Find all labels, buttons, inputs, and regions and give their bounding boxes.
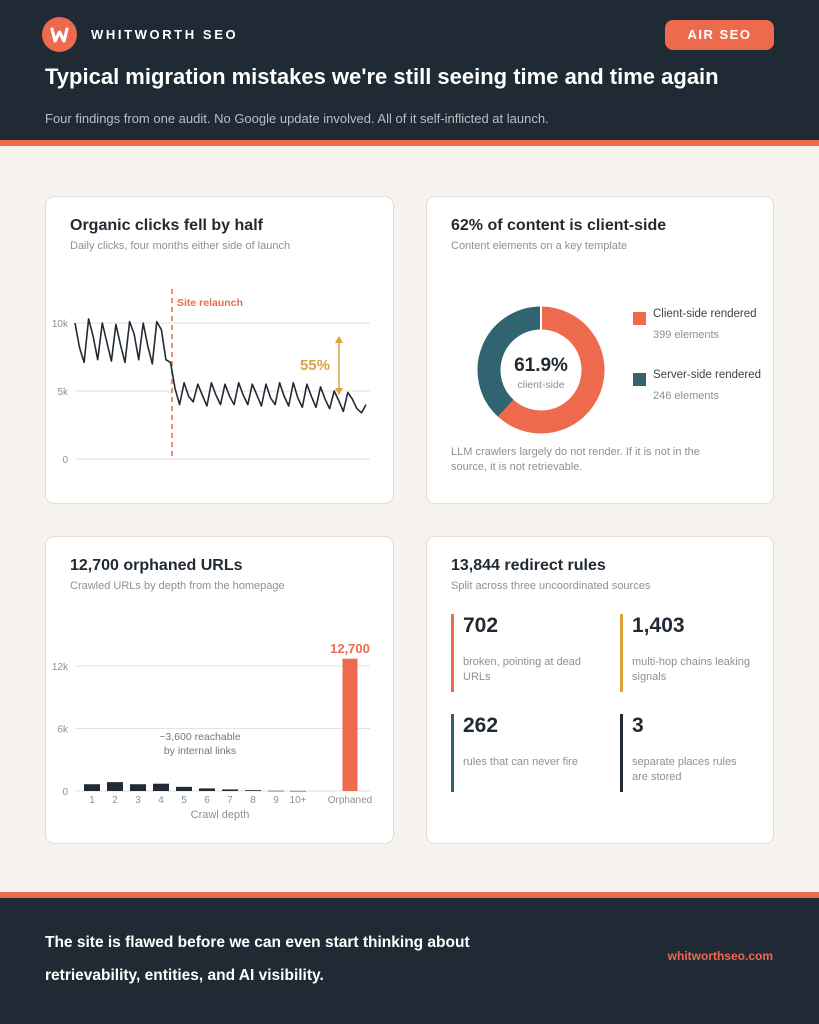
drop-arrow-head-down [335,388,343,395]
legend-value-client: 399 elements [653,329,720,341]
page-title: Typical migration mistakes we're still s… [45,64,719,89]
stat-description: separate places rules are stored [632,756,737,783]
brand-logo[interactable] [42,17,77,52]
bar-depth-3 [130,784,146,791]
footer-divider [0,892,819,898]
page-subtitle: Four findings from one audit. No Google … [45,111,549,126]
stat-value: 262 [463,714,499,737]
bar-depth-8 [245,790,261,791]
drop-arrow-head-up [335,336,343,343]
legend-label-client: Client-side rendered [653,308,757,320]
header-divider [0,140,819,146]
card-orphaned-urls: 12k 6k 0 1 2 3 4 5 6 7 8 9 10+ Orphaned 12,700 ~3,600 r… [45,536,394,844]
stat-unreachable-rules: 262 rules that can never fire [451,714,591,794]
bar-depth-4 [153,783,169,791]
clicks-line-chart: 10k 5k 0 Site relaunch 55% [52,289,370,466]
y-tick-label: 0 [62,787,68,798]
bar-depth-7 [222,789,238,791]
donut-center-label: client-side [517,379,564,391]
card-organic-clicks: 10k 5k 0 Site relaunch 55% Organic clicks fe… [45,196,394,504]
stat-value: 702 [463,614,499,637]
reachable-annotation-line2: by internal links [164,745,236,757]
card-redirect-rules: 13,844 redirect rules Split across three… [426,536,774,844]
header: WHITWORTH SEO AIR SEO Typical migration … [0,0,819,140]
legend-swatch-server [633,373,646,386]
x-tick-label: 9 [273,795,279,806]
clicks-series-line [74,318,367,414]
bar-depth-6 [199,788,215,791]
card-title: 62% of content is client-side [451,217,667,234]
stat-description: broken, pointing at dead URLs [463,656,582,683]
content-donut-chart: 61.9% client-side [477,306,605,434]
donut-center-value: 61.9% [514,355,568,376]
air-seo-badge[interactable]: AIR SEO [665,20,774,50]
card-client-side-content: 61.9% client-side 62% of content is clien… [426,196,774,504]
card-subtitle: Split across three uncoordinated sources [451,580,651,592]
bar-depth-9 [268,790,284,792]
x-tick-label: 3 [135,795,141,806]
card-subtitle: Crawled URLs by depth from the homepage [70,580,285,592]
orphaned-value-label: 12,700 [330,641,370,656]
card-title: Organic clicks fell by half [70,217,263,234]
donut-slice-server-side [477,306,542,417]
x-tick-label: 10+ [290,795,307,806]
x-axis-label: Crawl depth [191,809,250,821]
card-subtitle: Content elements on a key template [451,240,628,252]
crawl-depth-bar-chart: 12k 6k 0 1 2 3 4 5 6 7 8 9 10+ Orphaned 12,700 ~3,600 r… [52,641,372,821]
y-tick-label: 6k [57,725,69,736]
relaunch-label: Site relaunch [177,297,243,309]
bar-depth-1 [84,784,100,791]
stat-rule-locations: 3 separate places rules are stored [620,714,760,794]
bar-orphaned [342,658,358,791]
drop-percentage-label: 55% [300,357,330,374]
legend-label-server: Server-side rendered [653,369,762,381]
y-tick-label: 0 [62,455,68,466]
x-tick-label: Orphaned [328,795,372,806]
donut-slice-client-side [497,306,605,434]
footer-statement: The site is flawed before we can even st… [45,934,470,984]
stat-description: rules that can never fire [463,756,578,768]
brand-name: WHITWORTH SEO [91,27,239,42]
stat-multi-hop-chains: 1,403 multi-hop chains leaking signals [620,614,760,694]
x-tick-label: 5 [181,795,187,806]
legend-swatch-client [633,312,646,325]
card-subtitle: Daily clicks, four months either side of… [70,240,291,252]
stat-value: 1,403 [632,614,685,637]
y-tick-label: 10k [52,319,69,330]
x-tick-label: 1 [89,795,95,806]
card-title: 13,844 redirect rules [451,557,606,574]
stat-broken-redirects: 702 broken, pointing at dead URLs [451,614,591,694]
bar-depth-5 [176,786,192,791]
stat-accent-bar [451,714,454,792]
x-tick-label: 8 [250,795,256,806]
card-title: 12,700 orphaned URLs [70,557,243,574]
stat-accent-bar [451,614,454,692]
logo-mark-icon [50,27,69,43]
website-link[interactable]: whitworthseo.com [667,949,773,963]
x-tick-label: 7 [227,795,233,806]
bar-depth-2 [107,782,123,791]
y-tick-label: 5k [57,387,69,398]
stat-value: 3 [632,714,644,737]
rendering-note: LLM crawlers largely do not render. If i… [451,446,700,473]
stat-description: multi-hop chains leaking signals [632,656,751,683]
stat-accent-bar [620,614,623,692]
y-tick-label: 12k [52,662,69,673]
x-tick-label: 6 [204,795,210,806]
reachable-annotation-line1: ~3,600 reachable [159,731,241,743]
x-tick-label: 2 [112,795,118,806]
x-tick-label: 4 [158,795,164,806]
bar-depth-10+ [290,790,306,792]
footer: The site is flawed before we can even st… [0,898,819,1024]
legend-value-server: 246 elements [653,390,720,402]
stat-accent-bar [620,714,623,792]
